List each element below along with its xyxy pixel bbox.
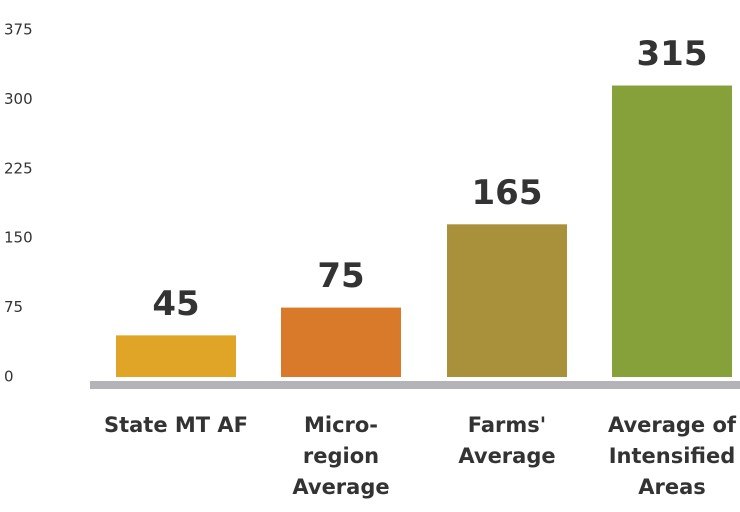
y-tick-label: 225 bbox=[4, 159, 33, 177]
y-tick-label: 375 bbox=[4, 21, 33, 39]
x-tick-label: State MT AF bbox=[103, 413, 249, 437]
baseline bbox=[90, 381, 740, 389]
value-label: 315 bbox=[637, 34, 708, 74]
x-tick-label: Micro-region Average bbox=[292, 413, 390, 499]
value-label: 165 bbox=[472, 173, 543, 213]
y-tick-label: 75 bbox=[4, 298, 23, 316]
x-tick-label: Farms' Average bbox=[458, 413, 556, 468]
x-tick-label: Average of Intensified Areas bbox=[607, 413, 737, 499]
bar bbox=[281, 307, 401, 377]
y-tick-label: 300 bbox=[4, 90, 33, 108]
bar bbox=[116, 335, 236, 377]
value-label: 45 bbox=[152, 284, 199, 324]
value-label: 75 bbox=[317, 256, 364, 296]
bar bbox=[612, 85, 732, 378]
y-tick-label: 150 bbox=[4, 229, 33, 247]
y-tick-label: 0 bbox=[4, 368, 14, 386]
bar bbox=[447, 224, 567, 377]
